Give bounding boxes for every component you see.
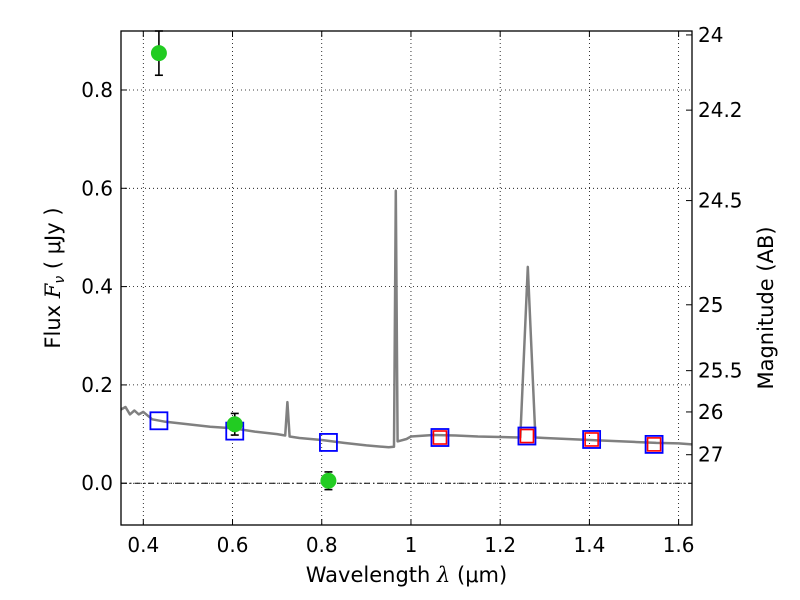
red-square-marker <box>584 432 599 447</box>
green-circle-marker <box>320 472 337 489</box>
blue-square-marker <box>517 426 537 446</box>
y-tick-label: 0.6 <box>81 176 113 200</box>
x-tick-label: 1.6 <box>663 533 695 557</box>
y2-axis-label: Magnitude (AB) <box>754 226 778 389</box>
x-tick-label: 0.6 <box>217 533 249 557</box>
blue-square-marker <box>319 433 338 452</box>
grid <box>121 31 692 525</box>
x-tick-label: 1 <box>405 533 418 557</box>
red-square-marker <box>646 437 662 452</box>
blue-square-marker <box>149 411 169 431</box>
green-circle-marker <box>226 416 243 433</box>
y-axis-label: Flux Fν ( μJy ) <box>41 207 68 348</box>
y-tick-label: 0.0 <box>81 471 113 495</box>
y2-tick-label: 24 <box>698 23 723 47</box>
plot-area <box>120 30 693 491</box>
plot-frame <box>120 30 693 526</box>
y2-tick-label: 25.5 <box>698 359 743 383</box>
model-spectrum-line <box>120 189 693 449</box>
x-tick-label: 0.8 <box>306 533 338 557</box>
x-tick-label: 0.4 <box>127 533 159 557</box>
y-tick-label: 0.4 <box>81 275 113 299</box>
blue-square-marker <box>430 428 450 447</box>
y-tick-label: 0.2 <box>81 373 113 397</box>
green-circle-marker <box>150 45 167 62</box>
y2-tick-label: 24.2 <box>698 98 743 122</box>
x-tick-label: 1.2 <box>484 533 516 557</box>
red-square-marker <box>432 430 448 445</box>
x-tick-label: 1.4 <box>573 533 605 557</box>
x-axis-label: Wavelength λ (μm) <box>306 563 507 587</box>
red-square-marker <box>519 428 535 444</box>
blue-square-marker <box>644 434 664 454</box>
y-tick-label: 0.8 <box>81 78 113 102</box>
y2-tick-label: 24.5 <box>698 189 743 213</box>
y2-tick-label: 26 <box>698 400 723 424</box>
y2-tick-label: 25 <box>698 293 723 317</box>
axes-ticks: 0.4 0.6 0.8 1 1.2 1.4 1.6 0.0 0.2 0.4 0.6 0.8 24 24.2… <box>81 23 742 557</box>
blue-square-marker <box>582 430 602 449</box>
y2-tick-label: 27 <box>698 443 723 467</box>
